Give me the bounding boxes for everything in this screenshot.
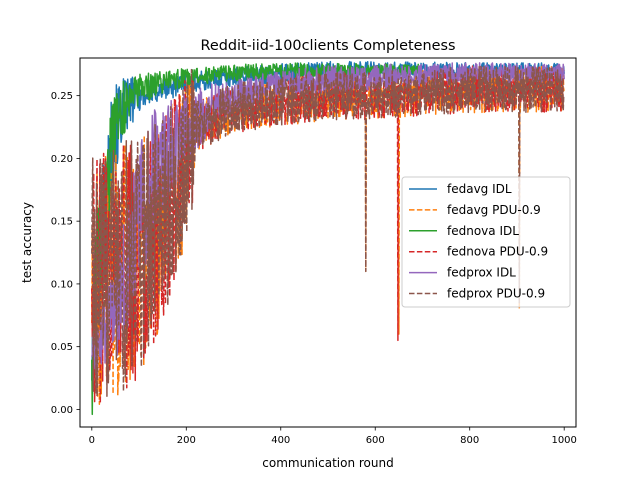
chart-title: Reddit-iid-100clients Completeness (200, 38, 455, 54)
x-tick-label: 0 (89, 435, 95, 446)
y-tick-label: 0.25 (51, 91, 73, 102)
legend-label: fedprox IDL (447, 266, 516, 280)
x-tick-label: 400 (271, 435, 290, 446)
series-lines-layer (91, 60, 565, 416)
y-tick-label: 0.00 (51, 405, 73, 416)
y-tick-label: 0.20 (51, 154, 73, 165)
x-axis-label: communication round (262, 456, 393, 470)
x-tick-label: 1000 (551, 435, 576, 446)
y-tick-label: 0.15 (51, 217, 73, 228)
series-line-fedprox-pdu-0-9 (91, 65, 565, 398)
x-tick-label: 800 (460, 435, 479, 446)
y-tick-label: 0.05 (51, 342, 73, 353)
x-tick-label: 200 (177, 435, 196, 446)
legend-label: fednova PDU-0.9 (447, 245, 548, 259)
legend-label: fedprox PDU-0.9 (447, 287, 545, 301)
legend: fedavg IDL fedavg PDU-0.9 fednova IDL fedno… (401, 176, 571, 308)
legend-label: fedavg PDU-0.9 (447, 203, 541, 217)
series-line-fednova-idl (91, 62, 424, 416)
y-tick-label: 0.10 (51, 279, 73, 290)
legend-box (401, 176, 571, 308)
legend-label: fedavg IDL (447, 182, 512, 196)
plot-frame (79, 57, 577, 428)
axis-ticks-layer: 0 200 400 600 800 1000 0.00 0.05 0.10 0.15 0.20 0.2… (51, 91, 577, 446)
legend-label: fednova IDL (447, 224, 519, 238)
x-tick-label: 600 (366, 435, 385, 446)
y-axis-label: test accuracy (20, 202, 34, 283)
